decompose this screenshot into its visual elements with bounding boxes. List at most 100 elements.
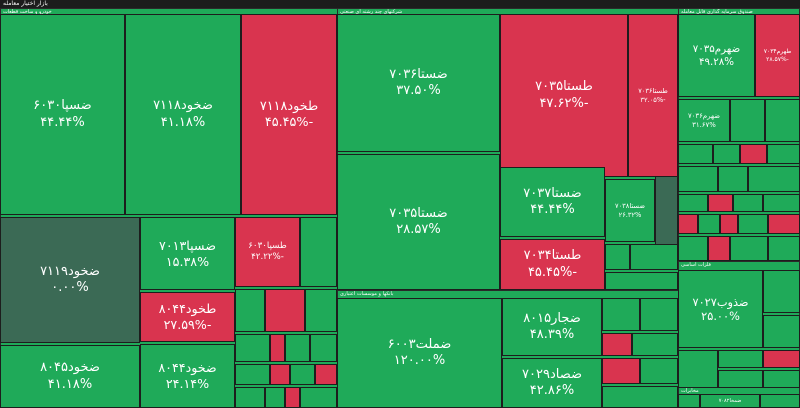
tile-name: ضستا۷۰۳۶: [389, 66, 448, 82]
tile-name: ضذوب۷۰۲۷: [692, 294, 749, 309]
tile: [678, 194, 708, 212]
tile: [713, 144, 740, 164]
tile-change: ۴۲.۸۶%: [529, 383, 575, 398]
tile: [265, 387, 285, 408]
tile: [655, 167, 678, 250]
tile: [632, 333, 678, 356]
tile: [678, 166, 718, 192]
tile: [768, 214, 800, 234]
tile: [733, 194, 763, 212]
tile-change: ۴۹.۲۸%: [698, 55, 735, 68]
tile: [760, 394, 800, 408]
tile-name: طخود۷۱۱۸: [259, 98, 319, 114]
tile: [235, 289, 265, 332]
tile: [265, 289, 305, 332]
tile: [678, 350, 718, 388]
page-title: بازار اختیار معامله: [3, 0, 48, 7]
tile-name: طسپا۶۰۳۰: [248, 241, 287, 252]
tile: [740, 144, 767, 164]
tile: [602, 298, 640, 331]
tile-change: ۲۵.۰۰%: [701, 309, 740, 323]
tile: [720, 214, 738, 234]
tile: [767, 144, 800, 164]
tile-name: ضجار۸۰۱۵: [523, 310, 581, 326]
sector-label: صندوق سرمایه گذاری قابل معامله: [681, 9, 753, 15]
tile-name: ضستا۷۰۳۸: [615, 202, 645, 211]
tile: [698, 214, 720, 234]
tile-name: ضستا۷۰۳۷: [523, 185, 582, 201]
tile: طستا۷۰۳۵ -۴۷.۶۲%: [500, 14, 628, 177]
tile: ضستا۷۰۳۸ ۲۶.۳۲%: [605, 179, 655, 242]
tile-name: ضسپا۶۰۳۰: [33, 98, 92, 114]
tile: [678, 236, 708, 261]
tile: [763, 350, 800, 368]
tile-name: ضخود۸۰۴۵: [40, 360, 100, 376]
sector-label: شرکتهای چند رشته ای صنعتی: [340, 9, 403, 15]
tile: [315, 364, 337, 385]
tile-change: -۲۷.۵۹%: [163, 317, 212, 332]
tile: [270, 334, 285, 362]
tile: [602, 333, 632, 356]
tile-name: ضملت۶۰۰۳: [387, 336, 452, 352]
tile: طخود۷۱۱۸ -۴۵.۴۵%: [241, 14, 337, 215]
tile-name: ضهرم۷۰۳۵: [692, 42, 741, 55]
tile: [718, 350, 763, 368]
tile: ضخود۷۱۱۸ ۴۱.۱۸%: [125, 14, 241, 215]
tile: ضخود۷۱۱۹ ۰.۰۰%: [0, 217, 140, 343]
title-bar: بازار اختیار معامله: [0, 0, 800, 8]
tile: ضخود۸۰۴۴ ۲۴.۱۴%: [140, 344, 235, 408]
tile: [640, 358, 678, 384]
tile-name: ضسپا۷۰۱۳: [159, 237, 216, 253]
tile-change: ۲۸.۵۷%: [396, 222, 441, 237]
sector-label: خودرو و ساخت قطعات: [3, 9, 52, 15]
tile: ضصاد۷۰۲۹ ۴۲.۸۶%: [502, 358, 602, 408]
tile: ضسپا۶۰۳۰ ۴۴.۴۴%: [0, 14, 125, 215]
tile: [235, 387, 265, 408]
tile: [763, 315, 800, 348]
tile: [730, 236, 768, 261]
tile: [602, 358, 640, 384]
tile: [718, 370, 763, 388]
sector-label: بانکها و موسسات اعتباری: [340, 291, 394, 297]
tile-change: ۲۶.۳۲%: [618, 210, 642, 219]
tile-change: ۳۷.۵۰%: [396, 83, 441, 98]
tile: ضهرم۷۰۳۶ ۳۱.۶۷%: [678, 99, 730, 142]
tile: [768, 236, 800, 261]
tile: [748, 166, 800, 192]
tile-name: ضمخا۷۰۸۲: [718, 397, 742, 404]
tile-name: ضستا۷۰۳۵: [389, 205, 448, 221]
tile: [630, 244, 678, 270]
tile: [290, 364, 315, 385]
tile-name: ضصاد۷۰۲۹: [522, 366, 582, 382]
tile-change: ۴۴.۴۴%: [530, 202, 575, 217]
tile: [300, 217, 337, 287]
tile: [708, 194, 733, 212]
tile: [235, 364, 270, 385]
tile-change: ۴۱.۱۸%: [160, 114, 206, 130]
tile: [640, 298, 678, 331]
tile: طخود۸۰۴۴ -۲۷.۵۹%: [140, 292, 235, 342]
tile-change: -۴۲.۲۲%: [251, 252, 284, 262]
tile-change: ۴۸.۳۹%: [529, 327, 575, 342]
sector-label: فلزات اساسی: [681, 262, 711, 268]
tile: طستا۷۰۳۶ -۳۲.۰۵%: [628, 14, 678, 177]
tile-change: -۳۲.۰۵%: [640, 95, 666, 104]
tile: [708, 236, 730, 261]
tile-change: -۴۵.۴۵%: [527, 264, 578, 280]
tile: [763, 270, 800, 313]
tile: [605, 272, 678, 290]
tile-name: ضهرم۷۰۳۶: [687, 111, 721, 120]
tile-change: ۴۱.۱۸%: [47, 376, 93, 392]
tile: [678, 144, 713, 164]
tile-name: ضخود۸۰۴۴: [158, 360, 217, 376]
tile: [305, 289, 337, 332]
tile: ضجار۸۰۱۵ ۴۸.۳۹%: [502, 298, 602, 356]
tile: [678, 214, 698, 234]
tile: [678, 394, 700, 408]
tile: [763, 194, 800, 212]
tile-change: -۴۷.۶۲%: [539, 95, 589, 111]
tile-change: ۱۵.۳۸%: [165, 253, 210, 269]
tile: [310, 334, 337, 362]
